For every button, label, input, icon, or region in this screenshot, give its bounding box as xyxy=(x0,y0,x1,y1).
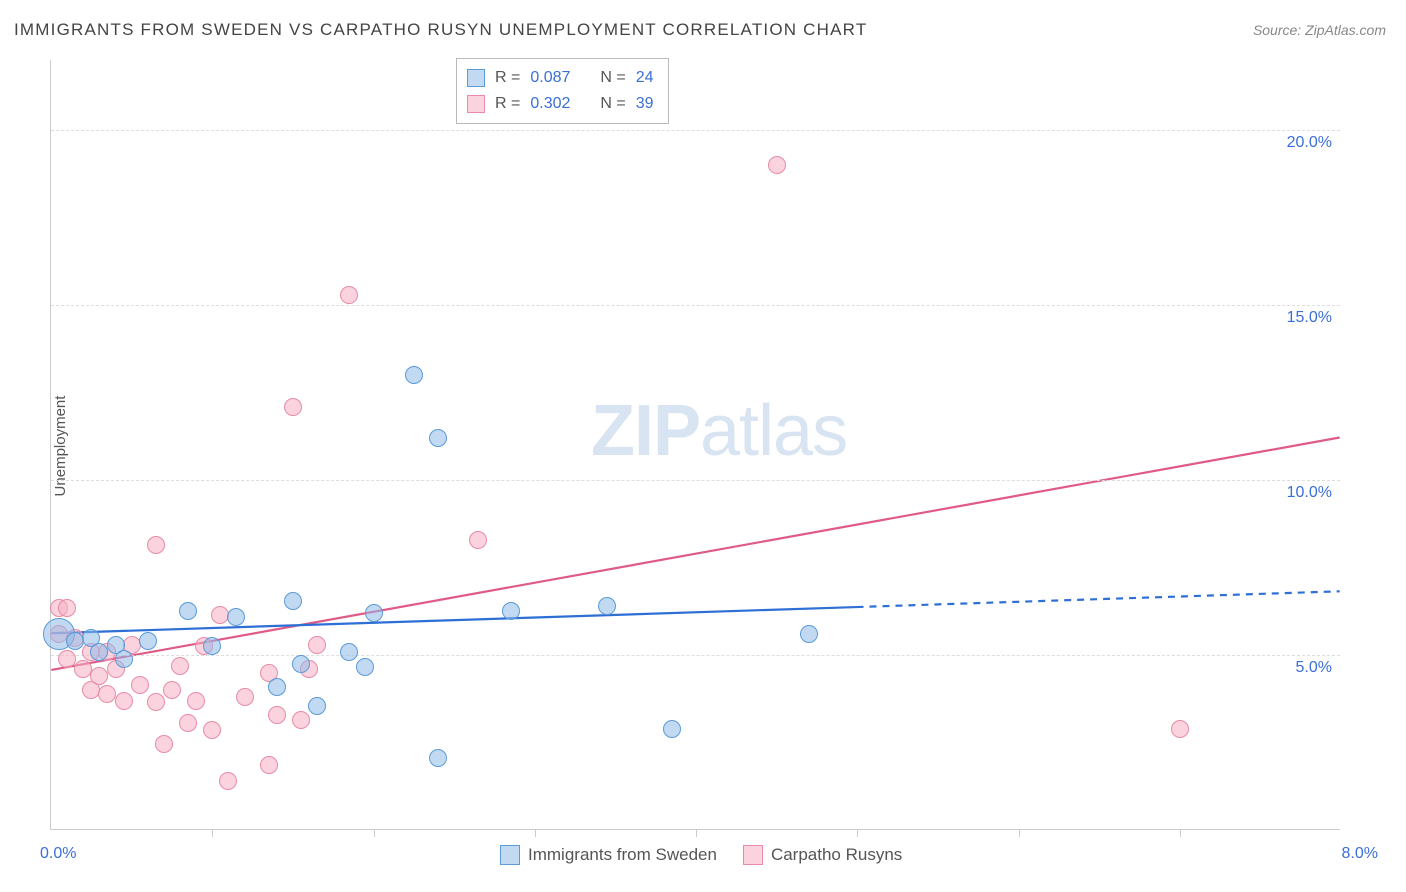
data-point xyxy=(179,714,197,732)
y-tick-label: 15.0% xyxy=(1287,309,1332,327)
watermark-light: atlas xyxy=(700,391,847,471)
r-label: R = xyxy=(495,65,520,91)
trend-line xyxy=(51,607,856,633)
data-point xyxy=(598,597,616,615)
legend-row-pink: R = 0.302 N = 39 xyxy=(467,91,654,117)
trend-lines xyxy=(51,60,1340,829)
source-name: ZipAtlas.com xyxy=(1305,22,1386,38)
data-point xyxy=(147,693,165,711)
data-point xyxy=(139,632,157,650)
data-point xyxy=(131,676,149,694)
data-point xyxy=(429,749,447,767)
data-point xyxy=(308,636,326,654)
x-axis-min-label: 0.0% xyxy=(40,845,76,863)
n-value: 24 xyxy=(636,65,654,91)
data-point xyxy=(115,692,133,710)
data-point xyxy=(66,632,84,650)
gridline xyxy=(51,480,1340,481)
data-point xyxy=(356,658,374,676)
legend-row-blue: R = 0.087 N = 24 xyxy=(467,65,654,91)
data-point xyxy=(405,366,423,384)
data-point xyxy=(284,398,302,416)
legend-item-blue: Immigrants from Sweden xyxy=(500,845,717,865)
swatch-pink-icon xyxy=(467,95,485,113)
data-point xyxy=(155,735,173,753)
gridline xyxy=(51,130,1340,131)
x-tick xyxy=(696,829,697,837)
chart-title: IMMIGRANTS FROM SWEDEN VS CARPATHO RUSYN… xyxy=(14,20,867,40)
data-point xyxy=(1171,720,1189,738)
x-tick xyxy=(1180,829,1181,837)
data-point xyxy=(171,657,189,675)
data-point xyxy=(469,531,487,549)
trend-line xyxy=(857,591,1340,607)
data-point xyxy=(147,536,165,554)
data-point xyxy=(292,655,310,673)
data-point xyxy=(203,637,221,655)
legend-label: Carpatho Rusyns xyxy=(771,845,902,865)
data-point xyxy=(284,592,302,610)
data-point xyxy=(163,681,181,699)
correlation-legend: R = 0.087 N = 24 R = 0.302 N = 39 xyxy=(456,58,669,124)
data-point xyxy=(429,429,447,447)
data-point xyxy=(292,711,310,729)
source-prefix: Source: xyxy=(1253,22,1305,38)
y-tick-label: 20.0% xyxy=(1287,134,1332,152)
x-tick xyxy=(1019,829,1020,837)
data-point xyxy=(179,602,197,620)
data-point xyxy=(203,721,221,739)
data-point xyxy=(58,599,76,617)
data-point xyxy=(115,650,133,668)
data-point xyxy=(663,720,681,738)
data-point xyxy=(340,643,358,661)
r-label: R = xyxy=(495,91,520,117)
data-point xyxy=(308,697,326,715)
n-label: N = xyxy=(600,65,625,91)
data-point xyxy=(227,608,245,626)
legend-item-pink: Carpatho Rusyns xyxy=(743,845,902,865)
y-tick-label: 5.0% xyxy=(1296,659,1332,677)
data-point xyxy=(768,156,786,174)
data-point xyxy=(800,625,818,643)
data-point xyxy=(58,650,76,668)
swatch-pink-icon xyxy=(743,845,763,865)
y-tick-label: 10.0% xyxy=(1287,484,1332,502)
trend-line xyxy=(51,438,1339,670)
data-point xyxy=(236,688,254,706)
x-tick xyxy=(374,829,375,837)
series-legend: Immigrants from Sweden Carpatho Rusyns xyxy=(500,845,902,865)
legend-label: Immigrants from Sweden xyxy=(528,845,717,865)
gridline xyxy=(51,655,1340,656)
data-point xyxy=(268,706,286,724)
data-point xyxy=(268,678,286,696)
x-tick xyxy=(212,829,213,837)
x-tick xyxy=(857,829,858,837)
data-point xyxy=(365,604,383,622)
watermark: ZIPatlas xyxy=(591,390,847,472)
r-value: 0.087 xyxy=(530,65,570,91)
watermark-bold: ZIP xyxy=(591,391,700,471)
swatch-blue-icon xyxy=(467,69,485,87)
scatter-plot-area: ZIPatlas R = 0.087 N = 24 R = 0.302 N = … xyxy=(50,60,1340,830)
data-point xyxy=(219,772,237,790)
r-value: 0.302 xyxy=(530,91,570,117)
data-point xyxy=(340,286,358,304)
source-label: Source: ZipAtlas.com xyxy=(1253,22,1386,38)
x-axis-max-label: 8.0% xyxy=(1342,845,1378,863)
data-point xyxy=(187,692,205,710)
n-label: N = xyxy=(600,91,625,117)
swatch-blue-icon xyxy=(500,845,520,865)
data-point xyxy=(502,602,520,620)
x-tick xyxy=(535,829,536,837)
n-value: 39 xyxy=(636,91,654,117)
data-point xyxy=(260,756,278,774)
gridline xyxy=(51,305,1340,306)
